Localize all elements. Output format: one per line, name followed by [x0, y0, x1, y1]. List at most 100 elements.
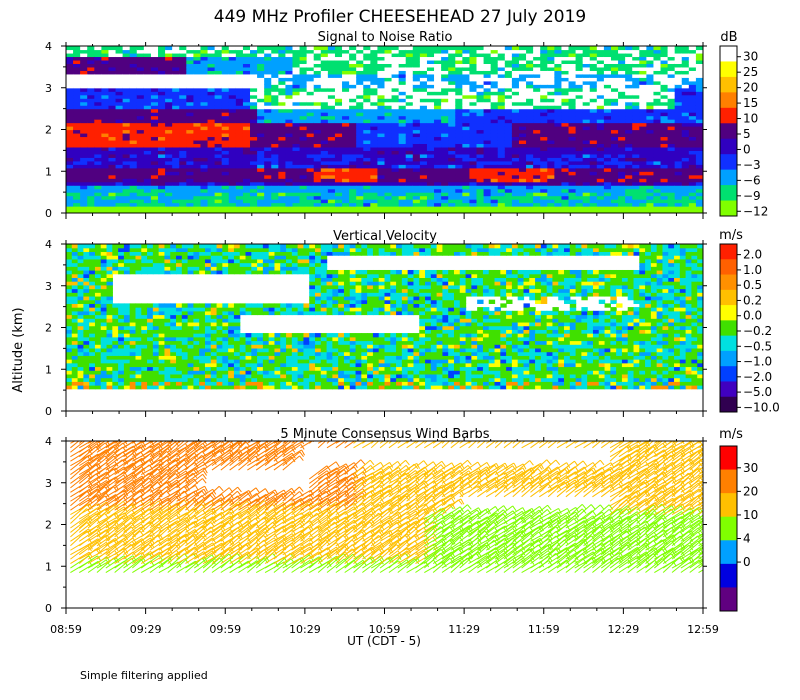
- snr-cell: [356, 73, 364, 78]
- snr-cell: [228, 46, 237, 51]
- snr-cell: [143, 209, 152, 213]
- snr-cell: [695, 199, 703, 204]
- snr-cell: [250, 126, 258, 131]
- snr-cell: [490, 206, 499, 211]
- snr-cell: [327, 56, 336, 61]
- snr-cell: [313, 49, 322, 54]
- snr-cell: [136, 209, 145, 213]
- snr-cell: [292, 122, 301, 127]
- snr-cell: [129, 139, 138, 145]
- snr-cell: [441, 105, 449, 110]
- snr-cell: [469, 153, 478, 158]
- snr-cell: [94, 126, 102, 131]
- snr-cell: [264, 185, 272, 190]
- snr-cell: [271, 202, 279, 207]
- snr-cell: [257, 160, 265, 165]
- snr-cell: [242, 63, 251, 68]
- snr-cell: [349, 132, 357, 138]
- snr-cell: [150, 171, 159, 176]
- snr-cell: [398, 160, 407, 165]
- snr-cell: [278, 195, 287, 200]
- snr-cell: [448, 77, 456, 82]
- snr-cell: [589, 160, 598, 165]
- snr-cell: [540, 178, 548, 183]
- snr-cell: [349, 136, 357, 141]
- snr-cell: [228, 52, 237, 58]
- snr-cell: [660, 171, 669, 176]
- snr-cell: [250, 73, 258, 78]
- snr-cell: [306, 150, 315, 155]
- velocity-cell: [77, 295, 84, 301]
- velocity-cell: [112, 362, 119, 368]
- snr-cell: [462, 146, 471, 151]
- velocity-cell: [83, 385, 90, 390]
- snr-cell: [426, 66, 435, 71]
- snr-cell: [228, 199, 237, 204]
- snr-cell: [292, 46, 301, 51]
- snr-cell: [462, 63, 471, 68]
- snr-cell: [363, 160, 371, 165]
- snr-cell: [349, 171, 357, 176]
- snr-cell: [596, 59, 605, 64]
- snr-cell: [334, 126, 343, 131]
- snr-cell: [377, 119, 386, 124]
- snr-cell: [278, 202, 287, 207]
- snr-cell: [391, 150, 400, 155]
- snr-cell: [384, 66, 393, 71]
- colorbar-swatch: [720, 92, 737, 109]
- snr-cell: [136, 206, 145, 211]
- snr-cell: [518, 101, 527, 106]
- snr-cell: [384, 209, 393, 213]
- snr-cell: [426, 209, 435, 213]
- snr-cell: [66, 46, 74, 51]
- snr-cell: [285, 87, 294, 92]
- snr-cell: [434, 129, 442, 134]
- snr-cell: [497, 150, 506, 155]
- figure-title: 449 MHz Profiler CHEESEHEAD 27 July 2019: [214, 7, 586, 27]
- snr-cell: [299, 160, 308, 165]
- velocity-cell: [94, 303, 102, 308]
- snr-cell: [257, 167, 265, 172]
- snr-cell: [398, 66, 407, 71]
- snr-cell: [625, 202, 633, 207]
- snr-cell: [646, 206, 655, 211]
- snr-cell: [172, 70, 180, 75]
- snr-cell: [87, 70, 95, 75]
- snr-cell: [80, 195, 88, 200]
- snr-cell: [150, 143, 159, 148]
- velocity-cell: [147, 258, 154, 264]
- snr-cell: [356, 181, 364, 186]
- snr-cell: [165, 122, 173, 127]
- snr-cell: [653, 209, 662, 213]
- snr-cell: [356, 209, 364, 213]
- snr-cell: [349, 160, 357, 165]
- snr-cell: [589, 108, 598, 113]
- snr-cell: [483, 150, 492, 155]
- snr-cell: [115, 136, 124, 141]
- snr-cell: [278, 119, 287, 124]
- snr-cell: [271, 77, 279, 82]
- snr-cell: [94, 192, 102, 197]
- snr-cell: [207, 66, 216, 71]
- snr-cell: [349, 49, 357, 54]
- snr-cell: [695, 160, 703, 165]
- snr-cell: [497, 174, 506, 179]
- snr-cell: [476, 49, 485, 54]
- snr-cell: [618, 192, 626, 197]
- snr-cell: [419, 46, 428, 51]
- snr-cell: [596, 171, 605, 176]
- snr-cell: [207, 80, 216, 85]
- snr-cell: [603, 119, 612, 124]
- snr-cell: [632, 94, 640, 99]
- snr-cell: [158, 171, 166, 176]
- snr-cell: [264, 195, 272, 200]
- snr-cell: [179, 101, 187, 106]
- snr-cell: [363, 153, 371, 158]
- snr-cell: [589, 87, 598, 92]
- snr-cell: [136, 181, 145, 186]
- snr-cell: [143, 136, 152, 141]
- velocity-cell: [112, 385, 119, 390]
- snr-cell: [688, 101, 697, 106]
- snr-cell: [370, 157, 379, 162]
- snr-cell: [228, 87, 237, 92]
